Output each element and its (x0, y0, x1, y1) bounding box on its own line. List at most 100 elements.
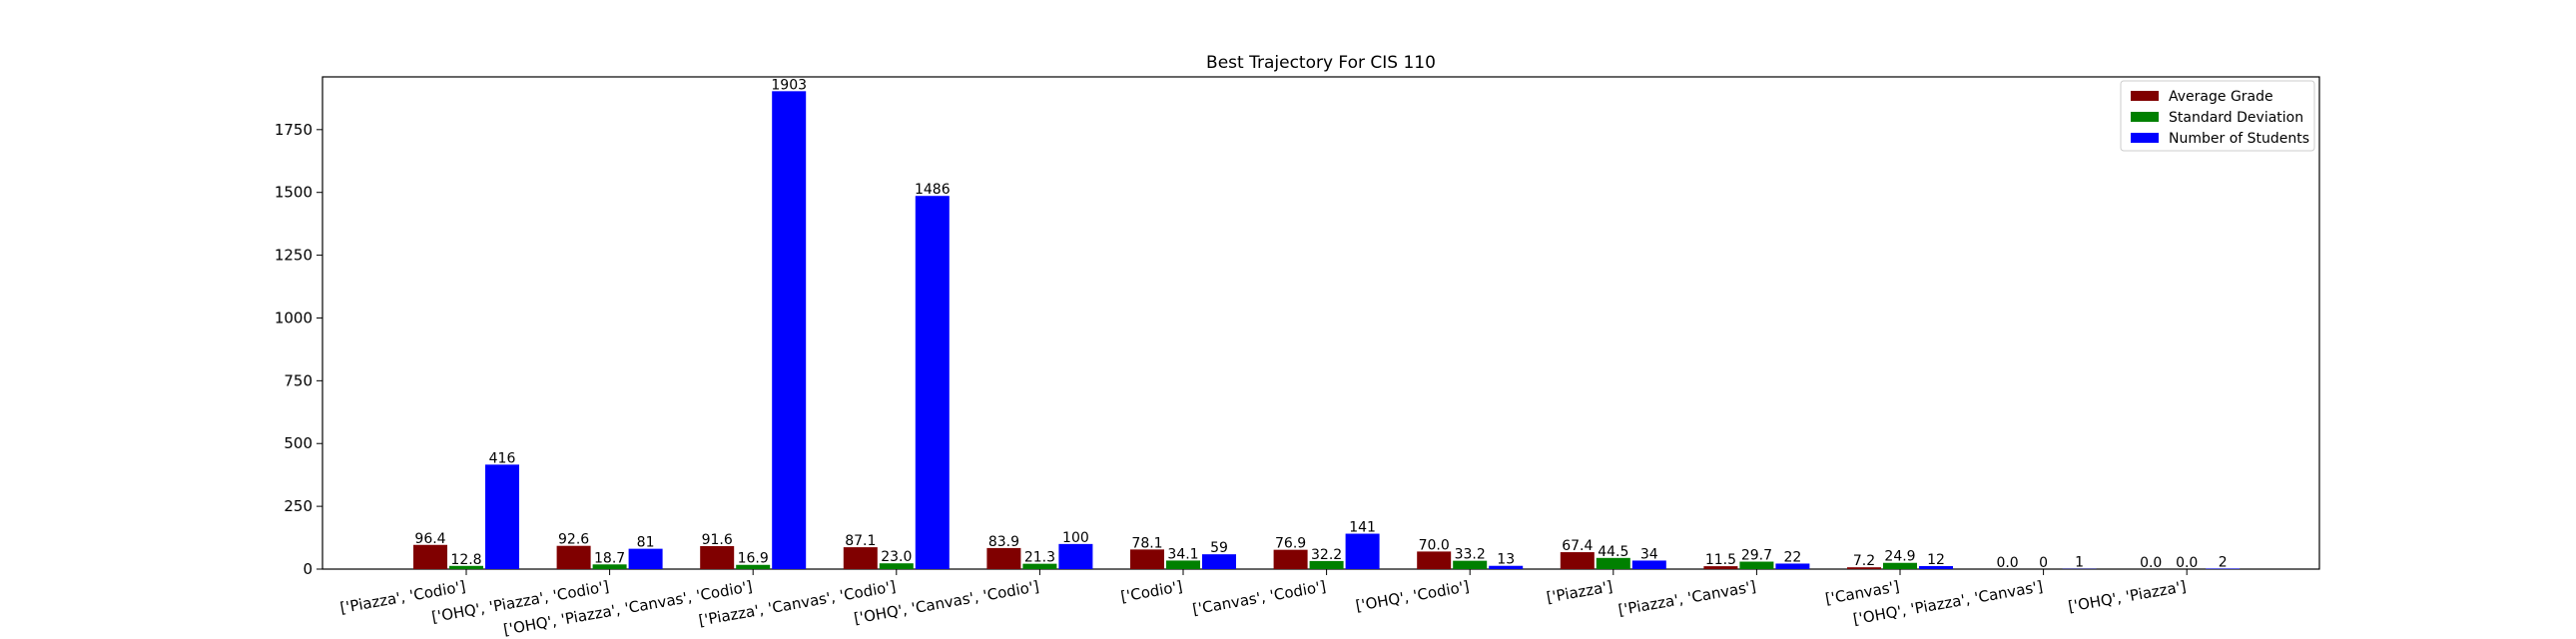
bar-group: 67.4 44.5 34 (1560, 538, 1666, 569)
bar-standard-deviation (1739, 561, 1774, 569)
bar-number-of-students (485, 464, 519, 569)
bar-value-label: 96.4 (414, 531, 445, 547)
bar-average-grade (413, 544, 447, 569)
bar-value-label: 0.0 (2140, 555, 2162, 571)
bar-value-label: 44.5 (1598, 544, 1628, 560)
bar-average-grade (1847, 567, 1881, 569)
legend-swatch (2131, 133, 2159, 143)
bar-group: 91.6 16.9 1903 (700, 77, 807, 569)
legend-item: Average Grade (2131, 89, 2273, 105)
bar-group: 87.1 23.0 1486 (843, 182, 951, 569)
bar-standard-deviation (1453, 560, 1488, 569)
y-tick-label: 1000 (275, 309, 313, 326)
legend-label: Standard Deviation (2169, 110, 2303, 126)
x-tick-label: ['Piazza', 'Canvas'] (1616, 577, 1757, 619)
bar-value-label: 34 (1640, 546, 1658, 562)
bar-number-of-students (915, 196, 950, 569)
bar-standard-deviation (1309, 560, 1344, 569)
bar-value-label: 141 (1349, 520, 1376, 536)
legend-swatch (2131, 91, 2159, 101)
bar-value-label: 16.9 (738, 551, 769, 567)
bar-value-label: 416 (489, 450, 516, 466)
bar-group: 0.0 0 1 (1996, 555, 2097, 571)
bar-value-label: 11.5 (1705, 552, 1736, 568)
bar-value-label: 0 (2039, 555, 2048, 571)
y-tick-label: 1250 (275, 247, 313, 265)
bar-value-label: 0.0 (2176, 555, 2198, 571)
bar-value-label: 0.0 (1996, 555, 2018, 571)
bar-standard-deviation (879, 563, 914, 569)
bar-group: 0.0 0.0 2 (2140, 554, 2241, 571)
bar-value-label: 83.9 (988, 534, 1019, 550)
bar-value-label: 33.2 (1455, 547, 1486, 563)
legend-label: Number of Students (2169, 131, 2309, 147)
bar-group: 76.9 32.2 141 (1273, 520, 1380, 569)
bar-average-grade (1703, 566, 1738, 569)
bar-value-label: 100 (1062, 530, 1089, 546)
bar-standard-deviation (736, 564, 771, 569)
bar-value-label: 29.7 (1741, 548, 1772, 564)
legend-item: Standard Deviation (2131, 110, 2303, 126)
bar-value-label: 87.1 (845, 533, 876, 549)
y-tick-label: 1750 (275, 121, 313, 139)
bar-number-of-students (628, 548, 663, 569)
y-axis: 0 250 500 750 1000 1250 1500 1750 (275, 121, 322, 578)
bar-value-label: 32.2 (1311, 547, 1342, 563)
bar-value-label: 22 (1783, 549, 1801, 565)
bar-value-label: 13 (1497, 552, 1515, 568)
y-tick-label: 500 (284, 434, 313, 452)
bar-value-label: 67.4 (1562, 538, 1593, 554)
bar-group: 7.2 24.9 12 (1847, 549, 1953, 569)
bar-average-grade (700, 545, 735, 569)
bar-number-of-students (1058, 543, 1093, 569)
bar-value-label: 2 (2219, 554, 2228, 570)
bar-value-label: 21.3 (1024, 550, 1055, 566)
bar-group: 70.0 33.2 13 (1417, 537, 1524, 569)
legend-swatch (2131, 112, 2159, 122)
bars-layer: 96.4 12.8 416 92.6 18.7 81 91.6 16.9 1903 87.1 23.… (413, 77, 2241, 571)
bar-average-grade (843, 547, 878, 569)
bar-number-of-students (1202, 554, 1236, 569)
plot-area-frame (322, 76, 2320, 570)
bar-group: 11.5 29.7 22 (1703, 548, 1810, 569)
bar-average-grade (1273, 549, 1308, 569)
x-axis: ['Piazza', 'Codio']['OHQ', 'Piazza', 'Co… (338, 569, 2188, 639)
bar-average-grade (1130, 549, 1164, 569)
bar-number-of-students (1919, 565, 1953, 569)
bar-value-label: 70.0 (1419, 537, 1450, 553)
bar-group: 92.6 18.7 81 (556, 532, 663, 569)
bar-value-label: 1903 (771, 77, 807, 93)
bar-group: 96.4 12.8 416 (413, 450, 519, 569)
bar-value-label: 91.6 (702, 532, 733, 548)
bar-value-label: 24.9 (1884, 549, 1915, 565)
bar-value-label: 7.2 (1853, 553, 1875, 569)
x-tick-label: ['Codio'] (1119, 577, 1184, 606)
bar-value-label: 1 (2075, 555, 2084, 571)
bar-value-label: 23.0 (881, 549, 912, 565)
bar-group: 78.1 34.1 59 (1130, 535, 1236, 569)
bar-value-label: 78.1 (1131, 535, 1162, 551)
bar-number-of-students (772, 91, 807, 569)
bar-value-label: 81 (637, 535, 655, 551)
x-tick-label: ['OHQ', 'Piazza'] (2067, 577, 2188, 616)
bar-average-grade (1560, 552, 1595, 569)
bar-value-label: 34.1 (1167, 546, 1198, 562)
chart-title: Best Trajectory For CIS 110 (1206, 53, 1436, 73)
bar-number-of-students (2206, 568, 2241, 569)
legend-box (2120, 80, 2315, 152)
bar-standard-deviation (1166, 560, 1200, 569)
bar-average-grade (986, 547, 1021, 569)
x-tick-label: ['Canvas', 'Codio'] (1191, 577, 1327, 618)
bar-value-label: 59 (1210, 540, 1228, 556)
bar-standard-deviation (592, 564, 627, 569)
bar-number-of-students (1489, 565, 1524, 569)
legend-item: Number of Students (2131, 131, 2309, 147)
y-tick-label: 1500 (275, 184, 313, 202)
bar-standard-deviation (1596, 557, 1630, 569)
legend-label: Average Grade (2169, 89, 2273, 105)
x-tick-label: ['OHQ', 'Codio'] (1354, 577, 1471, 615)
bar-value-label: 12.8 (450, 552, 481, 568)
bar-standard-deviation (1022, 563, 1057, 569)
bar-number-of-students (1345, 533, 1380, 569)
